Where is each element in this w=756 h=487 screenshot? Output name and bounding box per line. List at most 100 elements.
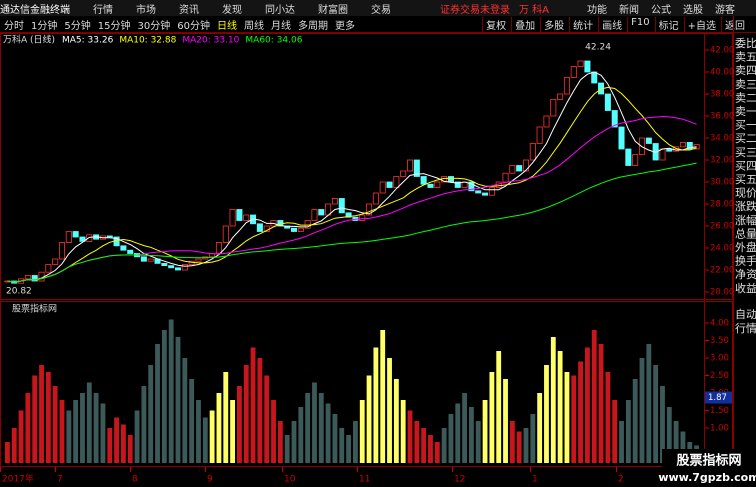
indicator-bar <box>318 393 324 463</box>
period-button[interactable]: 更多 <box>334 20 355 32</box>
indicator-bar <box>585 347 590 463</box>
candle <box>638 137 646 155</box>
high-label: 42.24 <box>585 43 611 53</box>
candle <box>256 223 263 232</box>
candle <box>58 242 66 260</box>
menu-item[interactable]: 市场 <box>136 4 156 16</box>
menu-item[interactable]: 行情 <box>93 4 113 16</box>
candle <box>181 264 188 271</box>
candle <box>625 148 632 166</box>
indicator-bar <box>325 403 331 463</box>
indicator-bar <box>202 417 208 463</box>
menu-right-item[interactable]: 公式 <box>651 4 671 16</box>
menu-right-item[interactable]: 功能 <box>587 4 607 16</box>
indicator-bar <box>625 400 631 463</box>
candle <box>577 60 584 67</box>
y-tick-label: 3.50 <box>710 336 729 346</box>
toolbar-button[interactable]: F10 <box>627 16 650 32</box>
candle <box>120 245 127 251</box>
period-button[interactable]: 60分钟 <box>177 20 210 32</box>
toolbar-button[interactable]: +自选 <box>683 16 716 32</box>
candle <box>536 126 543 144</box>
candle <box>304 220 311 229</box>
indicator-bar <box>421 428 427 463</box>
candle <box>454 181 461 188</box>
candle <box>522 159 530 172</box>
toolbar-button[interactable]: 叠加 <box>511 16 535 32</box>
current-value: 1.87 <box>708 393 727 403</box>
menu-right-item[interactable]: 游客 <box>715 4 735 16</box>
candle <box>679 141 686 148</box>
menu-item[interactable]: 资讯 <box>179 4 199 16</box>
indicator-bar <box>523 428 529 463</box>
side-label: 卖二 <box>735 91 756 104</box>
toolbar-button[interactable]: 复权 <box>482 16 506 32</box>
indicator-bar <box>564 372 570 463</box>
candle <box>427 183 434 188</box>
side-label: 涨跌 <box>735 199 756 213</box>
candle <box>516 165 523 172</box>
toolbar-button[interactable]: 多股 <box>540 16 564 32</box>
period-button[interactable]: 周线 <box>243 20 264 32</box>
indicator-bar <box>250 347 256 463</box>
candle <box>447 176 454 183</box>
y-tick-label: 3.00 <box>710 354 729 364</box>
menu-right-item[interactable]: 新闻 <box>619 4 639 16</box>
indicator-bar <box>550 337 556 463</box>
candle <box>400 170 407 177</box>
menu-item[interactable]: 同小达 <box>265 4 295 16</box>
indicator-bar <box>591 330 597 463</box>
toolbar-button[interactable]: 统计 <box>569 16 593 32</box>
y-tick-label: 36.00 <box>710 112 734 122</box>
ma-line <box>7 71 697 283</box>
period-button[interactable]: 5分钟 <box>64 20 91 32</box>
period-button[interactable]: 月线 <box>270 20 291 32</box>
login-status[interactable]: 证券交易未登录 <box>440 4 510 16</box>
candle <box>127 249 134 254</box>
indicator-bar <box>182 358 188 463</box>
ma-legend: MA5: 33.26 <box>62 36 114 46</box>
candle <box>345 212 352 218</box>
side-label: 净资 <box>735 267 756 281</box>
menu-item[interactable]: 交易 <box>371 4 391 16</box>
candle <box>161 262 168 266</box>
candle <box>393 176 400 188</box>
indicator-bar <box>230 400 235 463</box>
menu-item[interactable]: 财富圈 <box>318 4 348 16</box>
y-tick-label: 34.00 <box>710 134 734 144</box>
side-label: 外盘 <box>735 240 756 254</box>
indicator-bar <box>366 375 372 463</box>
indicator-bar <box>312 382 317 463</box>
menu-right-item[interactable]: 选股 <box>683 4 703 16</box>
period-button[interactable]: 15分钟 <box>97 20 131 32</box>
watermark-url: www.7gpzb.com <box>658 471 756 484</box>
indicator-bar <box>59 400 65 463</box>
menu-item[interactable]: 发现 <box>222 4 242 16</box>
toolbar-button[interactable]: 返回 <box>721 16 745 32</box>
candle <box>550 99 557 117</box>
indicator-bar <box>393 379 399 463</box>
indicator-bar <box>25 393 31 463</box>
period-button[interactable]: 分时 <box>4 20 24 32</box>
date-label: 7 <box>57 475 63 485</box>
period-button[interactable]: 多周期 <box>297 20 328 32</box>
period-button[interactable]: 日线 <box>216 20 237 32</box>
candle <box>366 203 373 216</box>
indicator-bar <box>11 428 17 463</box>
candle <box>338 198 345 214</box>
indicator-bar <box>298 407 304 463</box>
indicator-bar <box>469 407 474 463</box>
indicator-bar <box>121 424 126 463</box>
candle <box>215 242 222 254</box>
side-label: 卖一 <box>735 105 756 118</box>
candle <box>482 192 489 196</box>
toolbar-button[interactable]: 标记 <box>654 16 679 32</box>
indicator-bar <box>107 428 113 463</box>
indicator-bar <box>45 372 51 463</box>
indicator-bar <box>284 435 290 463</box>
period-button[interactable]: 30分钟 <box>137 20 171 32</box>
toolbar-button[interactable]: 画线 <box>598 16 622 32</box>
period-button[interactable]: 1分钟 <box>31 20 58 32</box>
indicator-bar <box>612 400 618 463</box>
